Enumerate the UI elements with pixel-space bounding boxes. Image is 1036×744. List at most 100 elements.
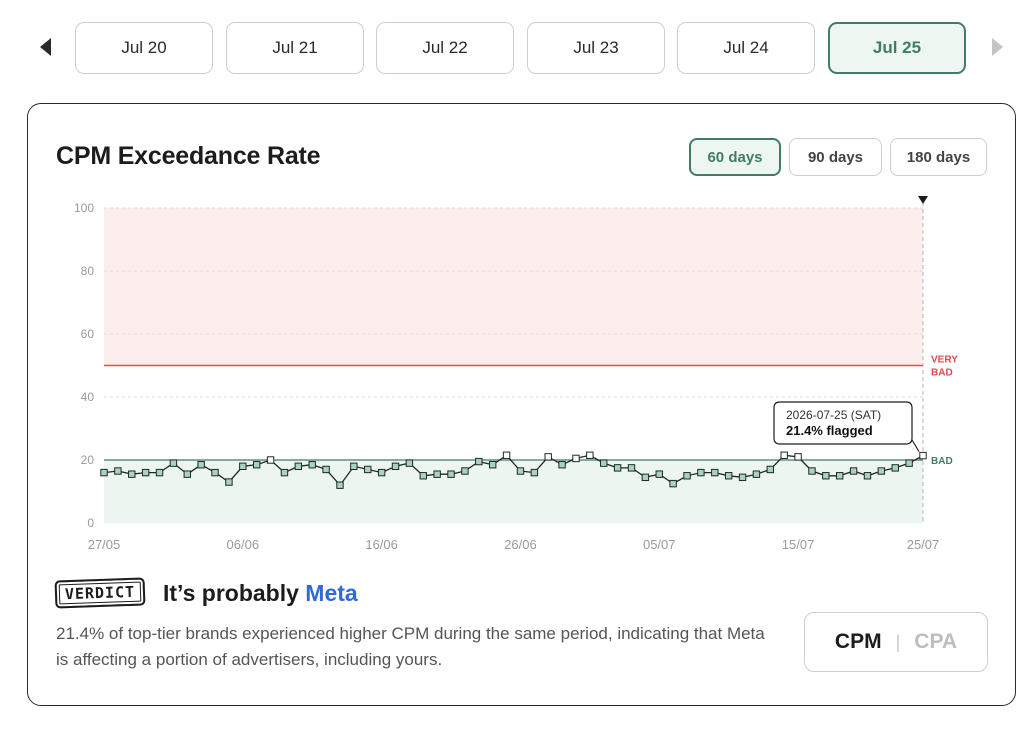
- x-tick-label-5: 15/07: [782, 537, 815, 552]
- metric-toggle: CPM | CPA: [804, 612, 988, 672]
- tooltip-date: 2026-07-25 (SAT): [786, 408, 881, 422]
- y-tick-label-1: 20: [81, 453, 95, 467]
- data-point-23: [419, 472, 427, 480]
- data-point-48: [766, 465, 775, 474]
- data-point-20: [377, 468, 386, 477]
- card-title: CPM Exceedance Rate: [56, 142, 321, 170]
- data-point-46: [738, 473, 747, 482]
- very-bad-label-1: BAD: [931, 368, 953, 379]
- triangle-right-icon[interactable]: [992, 38, 1003, 56]
- x-tick-label-1: 06/06: [227, 537, 260, 552]
- data-point-58: [905, 459, 913, 467]
- data-point-18: [350, 462, 358, 471]
- data-point-47: [752, 470, 761, 478]
- range-180-button[interactable]: 180 days: [890, 138, 987, 176]
- data-point-29: [502, 451, 511, 459]
- data-point-5: [169, 459, 178, 467]
- y-tick-label-2: 40: [81, 390, 95, 404]
- exceedance-card: CPM Exceedance Rate 60 days 90 days 180 …: [27, 103, 1016, 706]
- data-point-34: [572, 454, 580, 463]
- y-tick-label-3: 60: [81, 327, 95, 341]
- x-tick-label-4: 05/07: [643, 537, 676, 552]
- data-point-4: [155, 468, 164, 477]
- x-tick-label-6: 25/07: [907, 537, 940, 552]
- verdict-description: 21.4% of top-tier brands experienced hig…: [56, 624, 765, 669]
- data-point-52: [822, 472, 830, 480]
- metric-separator: |: [895, 631, 901, 652]
- data-point-38: [627, 464, 636, 472]
- tooltip-box: [773, 401, 913, 445]
- data-point-41: [669, 479, 677, 488]
- verdict-prefix: It’s probably: [163, 580, 306, 606]
- metric-cpm-option[interactable]: CPM: [834, 630, 882, 653]
- tooltip-pointer: [911, 439, 920, 452]
- date-strip: Jul 20 Jul 21 Jul 22 Jul 23 Jul 24 Jul 2…: [0, 0, 1036, 100]
- date-tab-0[interactable]: Jul 20: [75, 22, 213, 74]
- very-bad-label-0: VERY: [931, 355, 958, 366]
- data-point-32: [544, 453, 552, 461]
- tooltip-value: 21.4% flagged: [786, 423, 873, 438]
- date-tab-1[interactable]: Jul 21: [226, 22, 364, 74]
- x-tick-label-2: 16/06: [365, 537, 398, 552]
- data-point-17: [336, 481, 344, 489]
- date-tab-3[interactable]: Jul 23: [527, 22, 665, 74]
- data-point-3: [141, 468, 150, 477]
- data-point-42: [683, 472, 691, 480]
- data-point-13: [280, 468, 289, 477]
- range-60-button[interactable]: 60 days: [689, 138, 781, 176]
- y-tick-label-4: 80: [81, 264, 95, 278]
- good-zone: [104, 460, 923, 523]
- data-point-14: [294, 462, 303, 471]
- date-tab-5[interactable]: Jul 25: [828, 22, 966, 74]
- x-tick-label-3: 26/06: [504, 537, 537, 552]
- data-point-36: [600, 459, 608, 467]
- data-point-50: [794, 453, 802, 461]
- data-point-44: [711, 468, 719, 477]
- data-point-31: [530, 468, 539, 477]
- data-point-19: [364, 465, 372, 474]
- y-tick-label-5: 100: [74, 201, 94, 215]
- data-point-0: [100, 468, 108, 477]
- data-point-10: [239, 462, 247, 471]
- data-point-45: [724, 472, 733, 480]
- data-point-11: [252, 461, 261, 469]
- date-tab-2[interactable]: Jul 22: [376, 22, 514, 74]
- data-point-51: [808, 467, 816, 475]
- data-point-25: [447, 470, 455, 478]
- date-tab-4[interactable]: Jul 24: [677, 22, 815, 74]
- data-point-2: [128, 470, 136, 478]
- data-point-56: [877, 467, 886, 475]
- bad-label-0: BAD: [931, 456, 953, 467]
- data-point-57: [891, 464, 899, 472]
- data-point-40: [655, 470, 663, 478]
- exceedance-chart: 0 20 40 60 80 100 VERY BAD BAD 27/05 06/06 16/06 26/…: [74, 196, 958, 552]
- data-point-26: [461, 467, 469, 475]
- data-point-1: [114, 467, 122, 475]
- verdict-brand: Meta: [305, 580, 358, 606]
- data-point-28: [488, 461, 497, 469]
- data-point-53: [836, 472, 844, 480]
- data-point-33: [558, 461, 566, 469]
- data-point-39: [641, 473, 650, 482]
- metric-cpa-option[interactable]: CPA: [914, 630, 958, 653]
- verdict-stamp: VERDICT: [54, 577, 146, 609]
- data-point-37: [613, 464, 622, 472]
- triangle-left-icon[interactable]: [40, 38, 51, 56]
- data-point-59: [919, 451, 927, 460]
- range-90-button[interactable]: 90 days: [789, 138, 882, 176]
- data-point-27: [475, 457, 483, 466]
- data-point-35: [586, 451, 594, 459]
- data-point-12: [266, 456, 275, 464]
- data-point-9: [225, 478, 233, 486]
- data-point-43: [697, 468, 705, 477]
- current-date-marker-icon: [918, 196, 928, 204]
- data-point-7: [197, 461, 205, 469]
- data-point-55: [863, 472, 872, 480]
- data-point-15: [308, 461, 316, 469]
- data-point-21: [391, 462, 400, 471]
- data-point-22: [405, 459, 414, 467]
- y-tick-label-0: 0: [87, 516, 94, 530]
- data-point-16: [322, 465, 330, 474]
- data-point-8: [211, 468, 219, 477]
- data-point-24: [433, 470, 441, 478]
